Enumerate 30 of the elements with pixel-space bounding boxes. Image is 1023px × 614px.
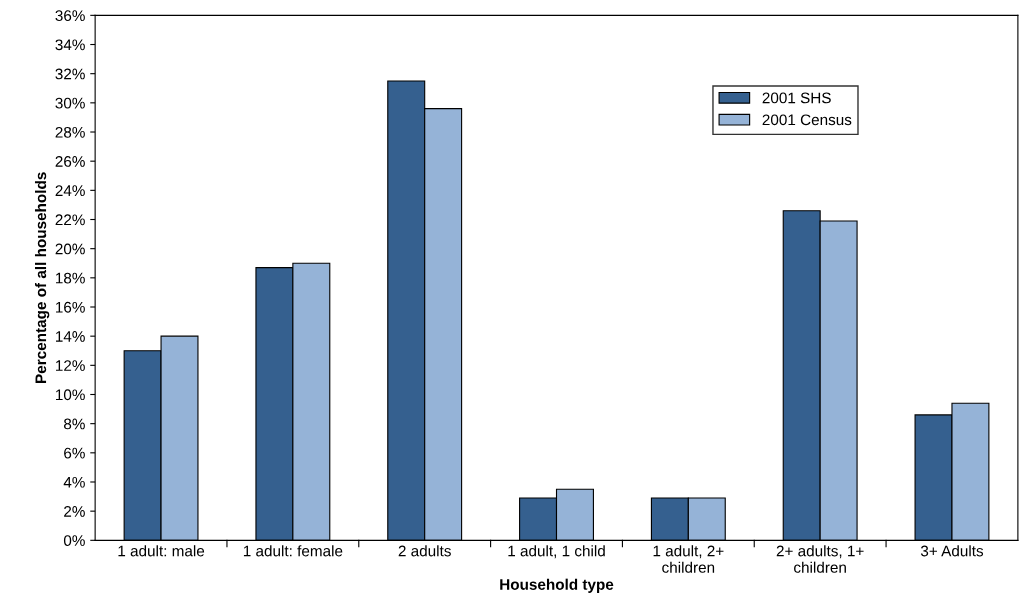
- y-tick-label: 6%: [64, 447, 85, 459]
- y-tick-label: 8%: [64, 418, 85, 430]
- y-tick-label: 18%: [56, 272, 85, 284]
- x-tick-label: 1 adult: female: [243, 545, 343, 557]
- x-tick-label: 2+ adults, 1+ children: [776, 545, 864, 573]
- y-tick-label: 26%: [55, 156, 85, 167]
- x-tick-label: 1 adult, 2+ children: [653, 545, 724, 573]
- legend-label: 2001 SHS: [762, 92, 831, 104]
- y-tick-label: 24%: [55, 185, 85, 196]
- legend-label: 2001 Census: [762, 114, 852, 126]
- x-tick-label: 2 adults: [398, 545, 451, 557]
- y-tick-label: 4%: [63, 476, 85, 488]
- x-axis-title: Household type: [500, 578, 614, 593]
- y-tick-label: 10%: [56, 389, 85, 401]
- y-tick-label: 14%: [56, 331, 85, 342]
- y-tick-label: 0%: [63, 535, 85, 547]
- y-axis-title: Percentage of all households: [34, 172, 50, 383]
- x-tick-label: 1 adult, 1 child: [508, 545, 605, 559]
- y-tick-label: 34%: [55, 39, 85, 51]
- y-tick-label: 20%: [55, 243, 85, 255]
- x-tick-label: 3+ Adults: [920, 545, 984, 557]
- y-tick-label: 16%: [56, 301, 85, 313]
- y-tick-label: 30%: [55, 97, 85, 109]
- y-tick-label: 32%: [55, 68, 85, 80]
- y-tick-label: 36%: [55, 10, 85, 22]
- y-tick-label: 28%: [55, 126, 85, 138]
- y-tick-label: 2%: [64, 506, 85, 517]
- y-tick-label: 22%: [55, 214, 85, 226]
- x-tick-label: 1 adult: male: [118, 545, 205, 557]
- y-tick-label: 12%: [56, 360, 85, 371]
